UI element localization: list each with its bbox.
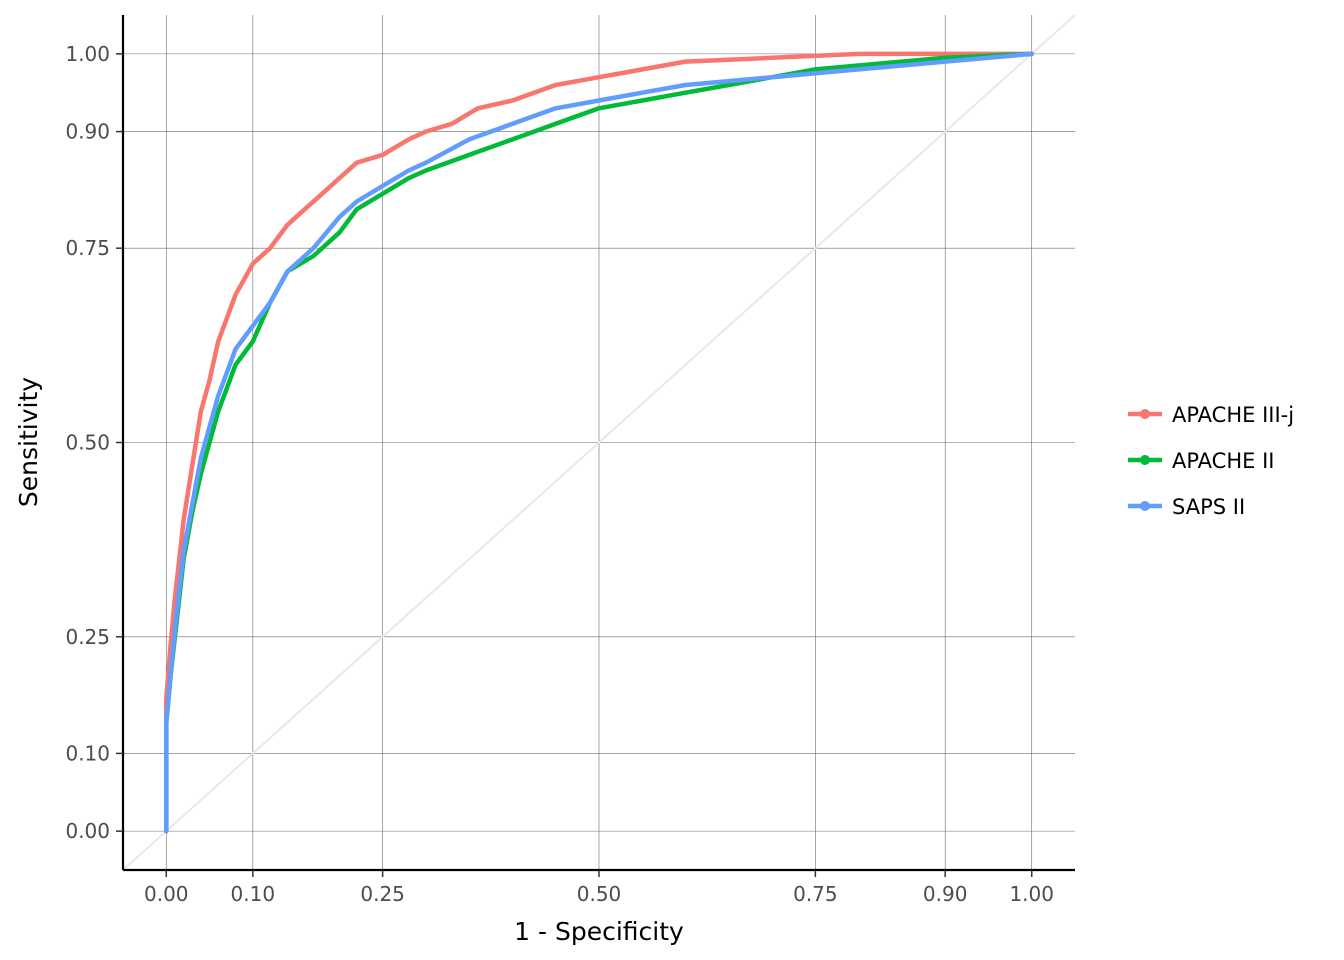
x-axis-title: 1 - Specificity [514, 917, 684, 946]
legend-label: APACHE III-j [1172, 403, 1294, 427]
y-tick-label: 0.10 [65, 741, 110, 765]
reference-diagonal [122, 14, 1076, 871]
y-tick-label: 0.25 [65, 625, 110, 649]
legend-key-dot [1140, 501, 1150, 511]
x-tick-label: 0.50 [577, 882, 622, 906]
legend-label: APACHE II [1172, 449, 1274, 473]
legend-key-dot [1140, 455, 1150, 465]
series-line-apache-iii-j [164, 51, 1034, 834]
x-tick-label: 1.00 [1009, 882, 1054, 906]
y-axis-title: Sensitivity [14, 377, 43, 507]
reference-diagonal-layer [122, 14, 1076, 871]
y-tick-label: 1.00 [65, 42, 110, 66]
x-tick-label: 0.25 [360, 882, 405, 906]
series-layer [164, 51, 1034, 834]
series-line-saps-ii [164, 51, 1034, 834]
y-tick-label: 0.00 [65, 819, 110, 843]
x-tick-label: 0.75 [793, 882, 838, 906]
legend-key-dot [1140, 409, 1150, 419]
y-tick-label: 0.75 [65, 236, 110, 260]
x-tick-label: 0.00 [144, 882, 189, 906]
legend-label: SAPS II [1172, 495, 1245, 519]
y-tick-label: 0.90 [65, 120, 110, 144]
x-tick-label: 0.10 [231, 882, 276, 906]
legend: APACHE III-j APACHE II SAPS II [1128, 403, 1294, 519]
x-tick-label: 0.90 [923, 882, 968, 906]
y-tick-label: 0.50 [65, 431, 110, 455]
tick-labels-layer: 0.00 0.10 0.25 0.50 0.75 0.90 1.00 0.00 0.10 0.25… [65, 42, 1054, 906]
